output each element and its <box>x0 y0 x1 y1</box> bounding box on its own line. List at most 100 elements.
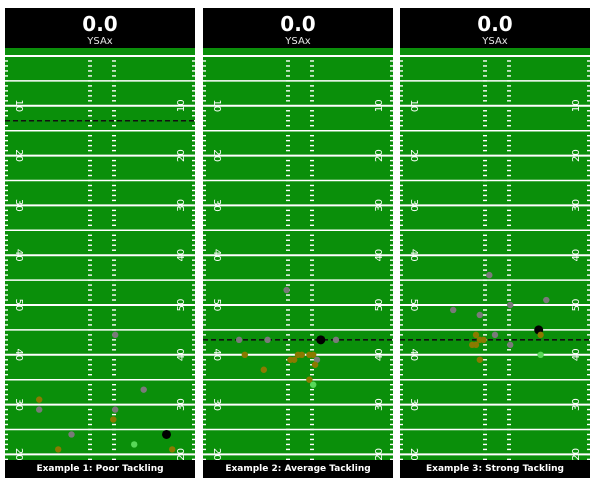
football-field: 10 10 20 20 30 30 40 40 50 50 40 40 30 30 20 20 <box>400 48 590 460</box>
yard-number: 40 <box>211 249 222 262</box>
yard-number: 40 <box>571 348 582 361</box>
yard-number: 40 <box>374 348 385 361</box>
offense-player-dot <box>313 356 321 363</box>
panel-poor-tackling: 0.0 YSAx 10 10 20 20 30 30 40 40 50 50 40 40 30 30 20 2… <box>5 8 195 478</box>
offense-player-dot <box>507 341 514 349</box>
yard-number: 30 <box>408 199 419 212</box>
offense-player-dot <box>332 336 340 344</box>
yard-number: 20 <box>571 149 582 162</box>
offense-player-dot <box>491 331 499 339</box>
yard-number: 10 <box>408 99 419 112</box>
yard-number: 30 <box>176 199 187 212</box>
yard-number: 50 <box>211 299 222 312</box>
yard-number: 30 <box>176 398 187 411</box>
offense-player-dot <box>486 271 493 279</box>
yard-number: 10 <box>211 99 222 112</box>
defense-player-dot <box>537 331 544 339</box>
offense-player-dot <box>112 331 119 339</box>
field-turf <box>5 48 195 460</box>
defense-player-dot <box>476 356 483 363</box>
football-field: 10 10 20 20 30 30 40 40 50 50 40 40 30 30 20 20 <box>5 48 195 460</box>
yard-number: 20 <box>13 448 24 460</box>
offense-player-dot <box>450 306 457 314</box>
defense-player-dot <box>298 351 305 358</box>
defense-player-dot <box>306 376 313 383</box>
yard-number: 40 <box>571 249 582 262</box>
yard-number: 40 <box>211 348 222 361</box>
yard-number: 20 <box>374 448 385 460</box>
yard-number: 10 <box>176 99 187 112</box>
yard-number: 30 <box>571 398 582 411</box>
defense-player-dot <box>36 396 43 403</box>
ball-carrier-dot <box>162 429 171 439</box>
defense-player-dot <box>260 366 267 373</box>
panel-title: Example 1: Poor Tackling <box>5 460 195 478</box>
yard-number: 20 <box>408 448 419 460</box>
yard-number: 30 <box>211 199 222 212</box>
highlight-player-dot <box>310 381 317 388</box>
offense-player-dot <box>68 431 75 438</box>
yard-number: 20 <box>211 448 222 460</box>
defense-player-dot <box>472 331 480 339</box>
offense-player-dot <box>235 336 243 344</box>
yard-number: 10 <box>571 99 582 112</box>
ysax-label: YSAx <box>87 36 113 47</box>
yard-number: 10 <box>13 99 24 112</box>
ysax-label: YSAx <box>482 36 508 47</box>
yard-number: 40 <box>13 348 24 361</box>
offense-player-dot <box>140 386 147 393</box>
yard-number: 50 <box>374 299 385 312</box>
yard-number: 30 <box>13 199 24 212</box>
ysax-value: 0.0 <box>477 12 513 36</box>
yard-number: 10 <box>374 99 385 112</box>
offense-player-dot <box>283 286 290 294</box>
offense-player-dot <box>543 296 550 304</box>
defense-player-dot <box>310 351 317 358</box>
defense-player-dot <box>241 351 248 358</box>
ysax-value: 0.0 <box>280 12 316 36</box>
yard-number: 40 <box>176 348 187 361</box>
panel-header: 0.0 YSAx <box>203 8 393 48</box>
yard-number: 20 <box>176 149 187 162</box>
highlight-player-dot <box>131 441 138 448</box>
defense-player-dot <box>291 356 298 363</box>
defense-player-dot <box>169 446 176 453</box>
football-field: 10 10 20 20 30 30 40 40 50 50 40 40 30 30 20 20 <box>203 48 393 460</box>
yard-number: 50 <box>408 299 419 312</box>
yard-number: 30 <box>13 398 24 411</box>
defense-player-dot <box>55 446 62 453</box>
yard-number: 50 <box>571 299 582 312</box>
yard-number: 40 <box>408 348 419 361</box>
offense-player-dot <box>112 406 119 413</box>
defense-player-dot <box>110 416 117 423</box>
yard-number: 30 <box>571 199 582 212</box>
yard-number: 20 <box>211 149 222 162</box>
defense-player-dot <box>480 336 487 344</box>
panel-average-tackling: 0.0 YSAx 10 10 20 20 30 30 40 40 50 50 40 40 30 30 20 2… <box>203 8 393 478</box>
highlight-player-dot <box>537 351 544 358</box>
field-turf <box>203 48 393 460</box>
offense-player-dot <box>36 406 43 413</box>
yard-number: 50 <box>13 299 24 312</box>
yard-number: 20 <box>571 448 582 460</box>
offense-player-dot <box>264 336 271 344</box>
yard-number: 40 <box>374 249 385 262</box>
yard-number: 40 <box>176 249 187 262</box>
yard-number: 20 <box>374 149 385 162</box>
yard-number: 50 <box>176 299 187 312</box>
panel-header: 0.0 YSAx <box>400 8 590 48</box>
offense-player-dot <box>476 311 483 319</box>
panel-title: Example 2: Average Tackling <box>203 460 393 478</box>
panel-title: Example 3: Strong Tackling <box>400 460 590 478</box>
ysax-label: YSAx <box>285 36 311 47</box>
yard-number: 30 <box>408 398 419 411</box>
yard-number: 40 <box>13 249 24 262</box>
offense-player-dot <box>507 301 514 309</box>
yard-number: 20 <box>176 448 187 460</box>
ysax-value: 0.0 <box>82 12 118 36</box>
field-turf <box>400 48 590 460</box>
defense-player-dot <box>311 361 319 368</box>
defense-player-dot <box>472 341 480 349</box>
yard-number: 30 <box>374 199 385 212</box>
yard-number: 30 <box>374 398 385 411</box>
